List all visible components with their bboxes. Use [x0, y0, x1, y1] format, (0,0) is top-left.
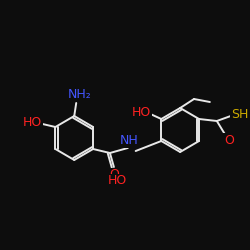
Text: O: O: [224, 134, 234, 146]
Text: HO: HO: [108, 174, 128, 188]
Text: HO: HO: [23, 116, 42, 130]
Text: NH: NH: [119, 134, 138, 147]
Text: NH₂: NH₂: [67, 88, 91, 102]
Text: O: O: [109, 168, 119, 181]
Text: SH: SH: [231, 108, 248, 120]
Text: HO: HO: [132, 106, 151, 118]
